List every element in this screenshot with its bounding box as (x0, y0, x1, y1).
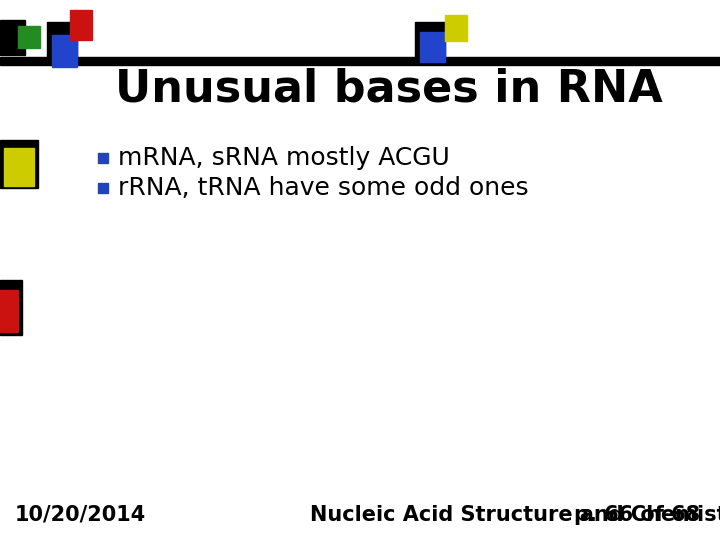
Bar (52, 35, 77, 67)
Bar (0, 290, 18, 332)
Bar (415, 22, 445, 62)
Bar (47, 22, 77, 62)
Bar (420, 32, 445, 62)
Text: rRNA, tRNA have some odd ones: rRNA, tRNA have some odd ones (118, 176, 528, 200)
Text: mRNA, sRNA mostly ACGU: mRNA, sRNA mostly ACGU (118, 146, 450, 170)
Bar (98, 153, 108, 163)
Bar (445, 15, 467, 41)
Text: p. 66 of 68: p. 66 of 68 (574, 505, 700, 525)
Bar (0, 280, 22, 335)
Bar (70, 10, 92, 40)
Bar (0, 140, 38, 188)
Bar (0, 20, 25, 55)
Bar (98, 183, 108, 193)
Text: Unusual bases in RNA: Unusual bases in RNA (115, 68, 662, 111)
Bar (0, 57, 720, 65)
Text: 10/20/2014: 10/20/2014 (15, 505, 146, 525)
Bar (4, 148, 34, 186)
Text: Nucleic Acid Structure and Chemistry: Nucleic Acid Structure and Chemistry (310, 505, 720, 525)
Bar (18, 26, 40, 48)
